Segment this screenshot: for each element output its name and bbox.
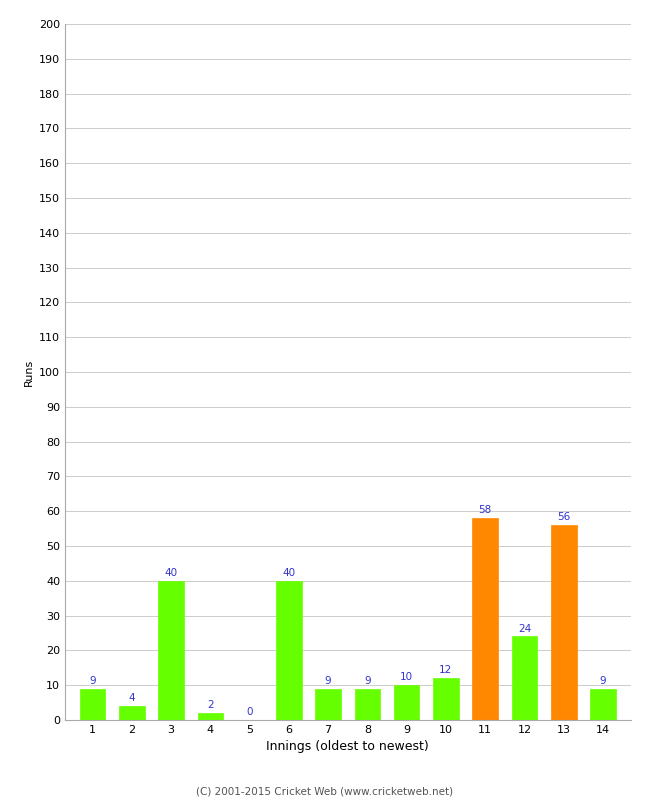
Text: 40: 40 [164, 568, 177, 578]
Bar [433, 678, 459, 720]
Text: 40: 40 [282, 568, 295, 578]
Bar [276, 581, 302, 720]
Y-axis label: Runs: Runs [23, 358, 33, 386]
Bar [80, 689, 105, 720]
Text: 58: 58 [478, 506, 492, 515]
Text: 56: 56 [557, 512, 570, 522]
Text: 0: 0 [246, 707, 253, 718]
Bar [473, 518, 498, 720]
Bar [355, 689, 380, 720]
Text: 9: 9 [364, 676, 370, 686]
X-axis label: Innings (oldest to newest): Innings (oldest to newest) [266, 741, 429, 754]
Bar [315, 689, 341, 720]
Bar [512, 637, 538, 720]
Bar [198, 713, 223, 720]
Text: 10: 10 [400, 673, 413, 682]
Bar [590, 689, 616, 720]
Bar [551, 525, 577, 720]
Bar [394, 685, 419, 720]
Bar [119, 706, 144, 720]
Text: (C) 2001-2015 Cricket Web (www.cricketweb.net): (C) 2001-2015 Cricket Web (www.cricketwe… [196, 786, 454, 796]
Text: 12: 12 [439, 666, 452, 675]
Text: 24: 24 [518, 624, 531, 634]
Text: 9: 9 [600, 676, 606, 686]
Text: 9: 9 [89, 676, 96, 686]
Text: 4: 4 [129, 694, 135, 703]
Text: 2: 2 [207, 700, 214, 710]
Text: 9: 9 [325, 676, 332, 686]
Bar [158, 581, 184, 720]
